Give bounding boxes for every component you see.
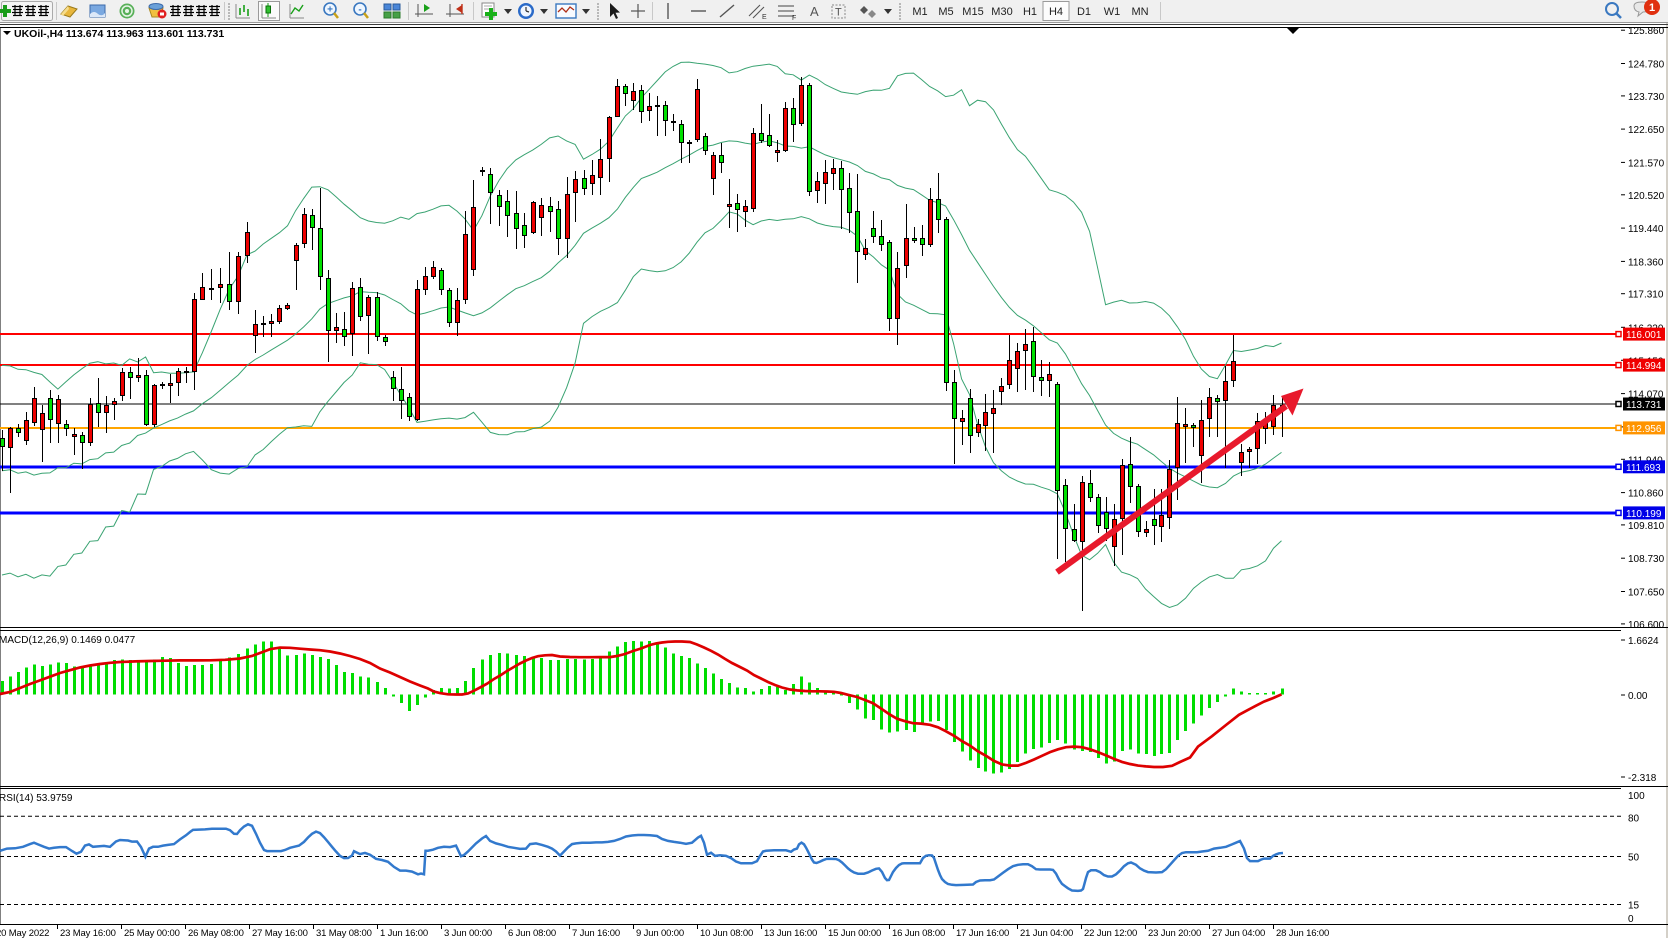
svg-text:15: 15 — [1628, 901, 1640, 912]
svg-text:113.731: 113.731 — [1626, 400, 1662, 411]
svg-text:114.070: 114.070 — [1628, 390, 1664, 401]
svg-text:110.860: 110.860 — [1628, 489, 1664, 500]
svg-text:123.730: 123.730 — [1628, 92, 1665, 103]
svg-text:80: 80 — [1628, 813, 1640, 824]
svg-text:109.810: 109.810 — [1628, 521, 1665, 532]
svg-text:31 May 08:00: 31 May 08:00 — [316, 928, 372, 938]
svg-text:RSI(14) 53.9759: RSI(14) 53.9759 — [0, 793, 73, 804]
svg-text:100: 100 — [1628, 791, 1645, 802]
svg-text:1: 1 — [1649, 2, 1655, 14]
svg-text:10 Jun 08:00: 10 Jun 08:00 — [700, 928, 753, 938]
svg-text:21 Jun 04:00: 21 Jun 04:00 — [1020, 928, 1073, 938]
svg-text:MACD(12,26,9) 0.1469 0.0477: MACD(12,26,9) 0.1469 0.0477 — [0, 635, 136, 646]
svg-text:111.693: 111.693 — [1626, 463, 1661, 474]
svg-text:125.860: 125.860 — [1628, 26, 1665, 37]
svg-text:M5: M5 — [938, 6, 953, 18]
svg-text:121.570: 121.570 — [1628, 158, 1665, 169]
svg-text:1.6624: 1.6624 — [1628, 636, 1659, 647]
svg-text:118.360: 118.360 — [1628, 257, 1664, 268]
svg-text:M30: M30 — [991, 6, 1012, 18]
svg-text:-2.318: -2.318 — [1628, 773, 1657, 784]
svg-text:H1: H1 — [1023, 6, 1037, 18]
svg-text:119.440: 119.440 — [1628, 224, 1664, 235]
svg-text:M1: M1 — [912, 6, 927, 18]
svg-text:22 Jun 12:00: 22 Jun 12:00 — [1084, 928, 1137, 938]
svg-text:27 May 16:00: 27 May 16:00 — [252, 928, 308, 938]
svg-text:E: E — [762, 14, 767, 21]
svg-text:114.994: 114.994 — [1626, 361, 1662, 372]
svg-text:124.780: 124.780 — [1628, 60, 1665, 71]
svg-text:T: T — [835, 7, 842, 19]
svg-text:3 Jun 00:00: 3 Jun 00:00 — [444, 928, 492, 938]
svg-text:1 Jun 16:00: 1 Jun 16:00 — [380, 928, 428, 938]
svg-text:27 Jun 04:00: 27 Jun 04:00 — [1212, 928, 1265, 938]
svg-text:16 Jun 08:00: 16 Jun 08:00 — [892, 928, 945, 938]
svg-text:107.650: 107.650 — [1628, 588, 1665, 599]
svg-text:-: - — [358, 5, 361, 16]
svg-text:A: A — [810, 4, 819, 19]
svg-text:106.600: 106.600 — [1628, 620, 1665, 631]
svg-text:F: F — [792, 15, 796, 22]
svg-text:28 Jun 16:00: 28 Jun 16:00 — [1276, 928, 1329, 938]
svg-text:20 May 2022: 20 May 2022 — [0, 928, 49, 938]
svg-text:6 Jun 08:00: 6 Jun 08:00 — [508, 928, 556, 938]
svg-text:H4: H4 — [1049, 6, 1063, 18]
svg-text:116.001: 116.001 — [1626, 330, 1662, 341]
svg-text:112.956: 112.956 — [1626, 424, 1662, 435]
svg-text:120.520: 120.520 — [1628, 191, 1665, 202]
svg-text:0.00: 0.00 — [1628, 691, 1648, 702]
svg-text:25 May 00:00: 25 May 00:00 — [124, 928, 180, 938]
svg-text:M15: M15 — [962, 6, 983, 18]
svg-text:23 May 16:00: 23 May 16:00 — [60, 928, 116, 938]
svg-text:13 Jun 16:00: 13 Jun 16:00 — [764, 928, 817, 938]
svg-text:UKOil-,H4 113.674 113.963 113: UKOil-,H4 113.674 113.963 113.601 113.73… — [14, 28, 224, 40]
svg-text:17 Jun 16:00: 17 Jun 16:00 — [956, 928, 1009, 938]
svg-text:26 May 08:00: 26 May 08:00 — [188, 928, 244, 938]
svg-text:117.310: 117.310 — [1628, 290, 1664, 301]
svg-text:0: 0 — [1628, 914, 1634, 925]
svg-text:9 Jun 00:00: 9 Jun 00:00 — [636, 928, 684, 938]
svg-text:108.730: 108.730 — [1628, 554, 1665, 565]
svg-text:23 Jun 20:00: 23 Jun 20:00 — [1148, 928, 1201, 938]
svg-text:50: 50 — [1628, 853, 1640, 864]
svg-text:110.199: 110.199 — [1626, 509, 1662, 520]
svg-text:D1: D1 — [1077, 6, 1091, 18]
svg-text:MN: MN — [1131, 6, 1148, 18]
svg-text:15 Jun 00:00: 15 Jun 00:00 — [828, 928, 881, 938]
svg-text:W1: W1 — [1104, 6, 1121, 18]
svg-text:122.650: 122.650 — [1628, 125, 1665, 136]
svg-text:+: + — [327, 5, 333, 16]
svg-text:7 Jun 16:00: 7 Jun 16:00 — [572, 928, 620, 938]
